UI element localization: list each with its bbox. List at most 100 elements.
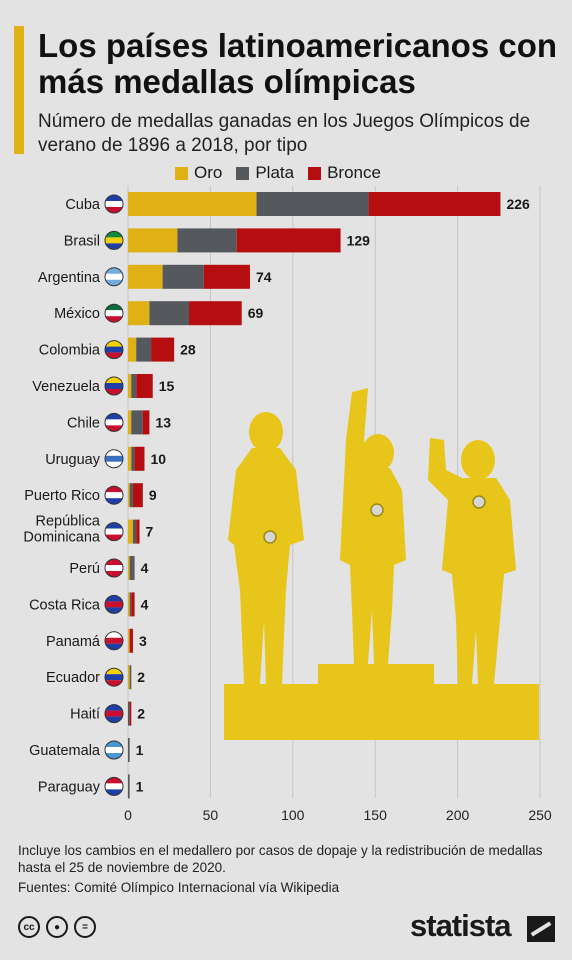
flag-band: [105, 352, 123, 359]
flag-band: [105, 522, 123, 529]
bar-oro: [128, 483, 130, 508]
flag-band: [105, 565, 123, 571]
flag-bands: [105, 449, 123, 468]
flag-outline: [104, 776, 124, 796]
category-label: Perú: [69, 561, 100, 577]
bar-oro: [128, 592, 130, 617]
flag-band: [105, 607, 123, 614]
flag-band: [105, 559, 123, 565]
legend-item-plata: Plata: [236, 163, 294, 183]
flag-icon: [104, 667, 124, 687]
bar-plata: [131, 410, 143, 435]
bar-bronce: [129, 628, 133, 653]
flag-band: [105, 753, 123, 759]
bar-oro: [128, 264, 163, 289]
flag-band: [105, 243, 123, 250]
flag-band: [105, 273, 123, 280]
x-tick-label: 0: [124, 807, 132, 823]
flag-bands: [105, 631, 123, 650]
bar-plata: [149, 301, 189, 326]
bar-oro: [128, 446, 132, 471]
category-label: Paraguay: [38, 779, 101, 795]
category-label: México: [54, 306, 100, 322]
brand-mark-icon: [527, 916, 555, 942]
bar-oro: [128, 337, 137, 362]
bar-oro: [128, 628, 130, 653]
flag-icon: [104, 594, 124, 614]
bar-oro: [128, 374, 132, 398]
total-label: 2: [137, 669, 145, 685]
bars-layer: [128, 192, 501, 799]
flag-band: [105, 279, 123, 286]
flag-band: [105, 377, 123, 383]
bar-oro: [128, 228, 178, 253]
total-label: 2: [137, 706, 145, 722]
flag-bands: [105, 595, 123, 614]
flag-icon: [104, 194, 124, 214]
flag-band: [105, 716, 123, 723]
podium-center-step: [318, 664, 434, 688]
legend: Oro Plata Bronce: [175, 163, 381, 183]
bar-plata: [131, 374, 137, 398]
category-label: Uruguay: [45, 452, 101, 468]
flag-band: [105, 747, 123, 753]
flag-band: [105, 777, 123, 784]
bar-bronce: [129, 701, 132, 726]
flag-outline: [104, 704, 124, 724]
flag-band: [105, 783, 123, 790]
bar-plata: [136, 337, 152, 362]
flag-bands: [105, 668, 123, 687]
bar-plata: [256, 192, 369, 216]
bar-bronce: [131, 592, 135, 617]
category-label: Ecuador: [46, 670, 100, 686]
flag-band: [105, 383, 123, 389]
x-tick-label: 50: [203, 807, 219, 823]
total-label: 4: [141, 560, 149, 576]
flag-band: [105, 741, 123, 747]
x-tick-label: 200: [446, 807, 470, 823]
flag-band: [105, 680, 123, 687]
bar-oro: [128, 192, 257, 216]
flag-band: [105, 207, 123, 213]
bar-oro: [128, 301, 150, 326]
bar-plata: [132, 519, 137, 544]
flag-outline: [104, 303, 124, 323]
cc-icon: cc: [18, 916, 40, 938]
flag-icon: [104, 704, 124, 724]
flag-icon: [104, 485, 124, 505]
category-label: Cuba: [65, 197, 101, 213]
flag-band: [105, 704, 123, 711]
total-label: 13: [155, 414, 171, 430]
athlete-center-body: [340, 388, 406, 664]
podium-illustration: [224, 388, 539, 740]
bar-plata: [177, 228, 237, 253]
total-label: 1: [136, 778, 144, 794]
bar-oro: [128, 556, 130, 580]
legend-item-bronce: Bronce: [308, 163, 381, 183]
bar-plata: [162, 264, 204, 289]
bar-bronce: [136, 519, 140, 544]
flag-band: [105, 389, 123, 395]
footnote: Incluye los cambios en el medallero por …: [18, 843, 543, 875]
flag-band: [105, 637, 123, 644]
flag-band: [105, 267, 123, 274]
total-label: 226: [506, 196, 530, 212]
medal-left: [263, 530, 277, 544]
flag-icon: [104, 449, 124, 469]
bar-plata: [128, 701, 130, 726]
flag-outline: [104, 740, 124, 760]
podium-base: [224, 684, 539, 740]
legend-label-bronce: Bronce: [327, 163, 381, 182]
total-label: 129: [347, 232, 371, 248]
flag-bands: [105, 559, 123, 577]
x-tick-label: 100: [281, 807, 305, 823]
flag-band: [105, 668, 123, 675]
total-label: 28: [180, 342, 196, 358]
legend-swatch-plata: [236, 166, 250, 180]
bar-plata: [128, 738, 130, 762]
flag-icon: [104, 412, 124, 432]
bar-oro: [128, 519, 133, 544]
flag-outline: [104, 522, 124, 542]
category-label: Costa Rica: [29, 597, 101, 613]
